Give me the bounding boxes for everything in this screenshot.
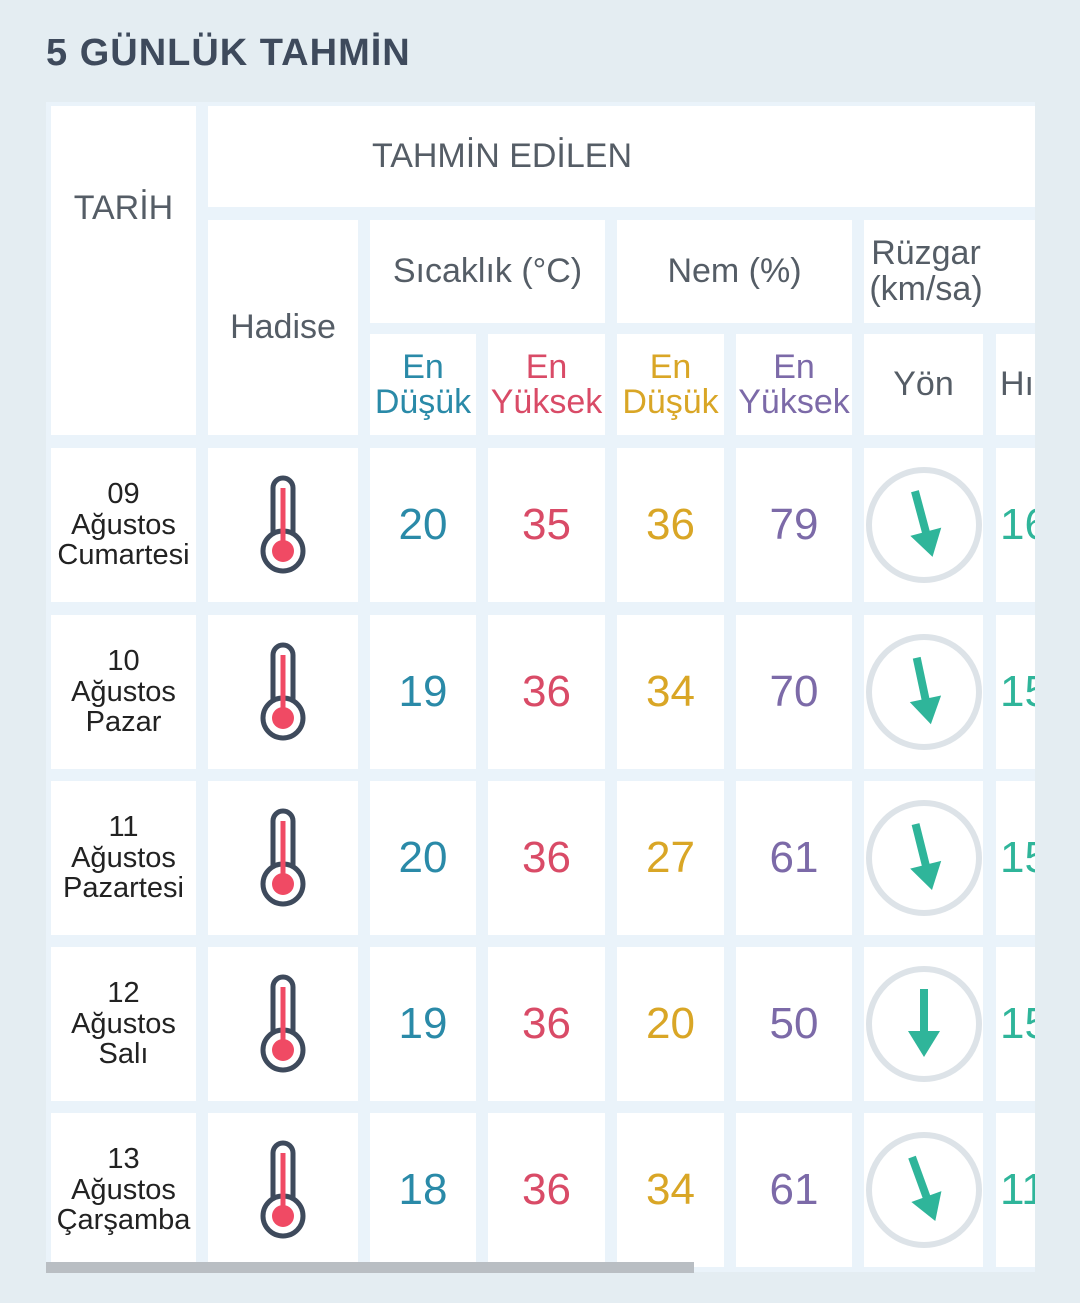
row-1-hum-max: 79 [736, 448, 852, 602]
row-1-weekday: Cumartesi [57, 539, 190, 572]
row-5-temp-max: 36 [488, 1113, 605, 1267]
header-date-label: TARİH [73, 188, 174, 227]
thermometer-icon [256, 1139, 310, 1241]
thermometer-icon [256, 641, 310, 743]
row-2-month: Ağustos [71, 675, 176, 708]
row-4-hum-max: 50 [736, 947, 852, 1101]
header-wind-speed-label: Hı [1000, 364, 1034, 403]
row-4-temp-max: 36 [488, 947, 605, 1101]
header-wind-direction: Yön [864, 334, 983, 435]
header-hum-min-line1: En [649, 347, 692, 386]
row-1-day: 09 [107, 478, 140, 511]
header-temperature: Sıcaklık (°C) [370, 220, 605, 323]
row-2-weekday: Pazar [85, 706, 162, 739]
header-temp-min-line2: Düşük [374, 382, 472, 421]
row-5-wind-direction [864, 1113, 983, 1267]
row-3-hum-max: 61 [736, 781, 852, 935]
row-5-wind-speed: 11 [996, 1113, 1035, 1267]
header-wind-direction-label: Yön [893, 364, 954, 403]
row-3-hum-min: 27 [617, 781, 724, 935]
header-humidity-label: Nem (%) [667, 251, 802, 290]
row-3-weekday: Pazartesi [63, 872, 184, 905]
thermometer-icon [256, 973, 310, 1075]
row-2-hum-min: 34 [617, 615, 724, 769]
row-2-wind-direction [864, 615, 983, 769]
row-5-day: 13 [107, 1143, 140, 1176]
header-temp-max: En Yüksek [488, 334, 605, 435]
row-3-day: 11 [108, 811, 139, 844]
header-temp-max-line1: En [525, 347, 568, 386]
row-1-wind-speed: 16 [996, 448, 1035, 602]
row-5-hadise [208, 1113, 358, 1267]
header-forecast: TAHMİN EDİLEN [208, 106, 1035, 207]
row-2-temp-max: 36 [488, 615, 605, 769]
row-4-wind-speed: 15 [996, 947, 1035, 1101]
header-hum-max-line2: Yüksek [738, 382, 850, 421]
thermometer-icon [256, 807, 310, 909]
row-1-date: 09 Ağustos Cumartesi [51, 448, 196, 602]
row-3-month: Ağustos [71, 841, 176, 874]
forecast-table[interactable]: TARİH TAHMİN EDİLEN Hadise Sıcaklık (°C)… [46, 102, 1035, 1272]
header-wind-label-line1: Rüzgar [871, 233, 981, 272]
row-5-hum-max: 61 [736, 1113, 852, 1267]
row-3-temp-max: 36 [488, 781, 605, 935]
row-3-hadise [208, 781, 358, 935]
wind-arrow-south-icon [865, 633, 983, 751]
row-2-temp-min: 19 [370, 615, 476, 769]
row-5-hum-min: 34 [617, 1113, 724, 1267]
header-date: TARİH [51, 106, 196, 435]
row-4-day: 12 [107, 977, 140, 1010]
row-1-temp-min: 20 [370, 448, 476, 602]
row-5-date: 13 Ağustos Çarşamba [51, 1113, 196, 1267]
header-temp-min-line1: En [402, 347, 444, 386]
row-2-hum-max: 70 [736, 615, 852, 769]
row-4-temp-min: 19 [370, 947, 476, 1101]
row-3-wind-direction [864, 781, 983, 935]
row-1-month: Ağustos [71, 508, 176, 541]
header-temp-max-line2: Yüksek [490, 382, 603, 421]
header-temp-min: En Düşük [370, 334, 476, 435]
row-4-month: Ağustos [71, 1007, 176, 1040]
thermometer-icon [256, 474, 310, 576]
row-3-date: 11 Ağustos Pazartesi [51, 781, 196, 935]
header-hadise-label: Hadise [230, 307, 336, 346]
row-1-wind-direction [864, 448, 983, 602]
header-hum-min-line2: Düşük [622, 382, 719, 421]
row-1-temp-max: 35 [488, 448, 605, 602]
row-5-temp-min: 18 [370, 1113, 476, 1267]
row-4-hum-min: 20 [617, 947, 724, 1101]
row-5-weekday: Çarşamba [56, 1204, 191, 1237]
row-2-wind-speed: 15 [996, 615, 1035, 769]
row-2-hadise [208, 615, 358, 769]
header-wind-label-line2: (km/sa) [869, 269, 983, 308]
row-5-month: Ağustos [71, 1173, 176, 1206]
row-4-wind-direction [864, 947, 983, 1101]
wind-arrow-south-icon [865, 799, 983, 917]
wind-arrow-south-icon [865, 1131, 983, 1249]
horizontal-scrollbar[interactable] [46, 1262, 694, 1273]
header-hadise: Hadise [208, 220, 358, 435]
header-wind-speed: Hı [996, 334, 1035, 435]
page-title: 5 GÜNLÜK TAHMİN [46, 32, 411, 74]
header-hum-min: En Düşük [617, 334, 724, 435]
header-humidity: Nem (%) [617, 220, 852, 323]
row-3-temp-min: 20 [370, 781, 476, 935]
header-forecast-label: TAHMİN EDİLEN [371, 136, 633, 175]
row-4-date: 12 Ağustos Salı [51, 947, 196, 1101]
row-2-date: 10 Ağustos Pazar [51, 615, 196, 769]
header-hum-max: En Yüksek [736, 334, 852, 435]
row-2-day: 10 [107, 645, 140, 678]
row-4-hadise [208, 947, 358, 1101]
row-1-hum-min: 36 [617, 448, 724, 602]
row-3-wind-speed: 15 [996, 781, 1035, 935]
row-4-weekday: Salı [98, 1038, 149, 1071]
row-1-hadise [208, 448, 358, 602]
header-temperature-label: Sıcaklık (°C) [392, 251, 583, 290]
wind-arrow-south-icon [865, 965, 983, 1083]
header-wind: Rüzgar (km/sa) [864, 220, 1035, 323]
header-hum-max-line1: En [773, 347, 815, 386]
wind-arrow-south-icon [865, 466, 983, 584]
